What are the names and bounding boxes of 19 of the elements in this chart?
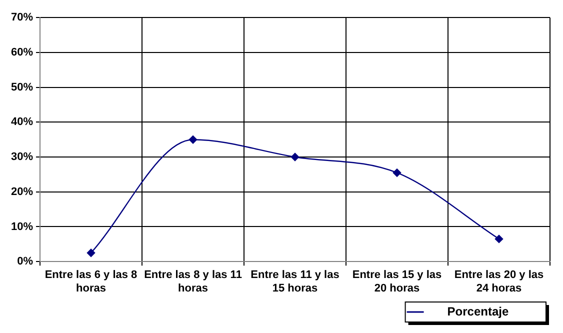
- point: [188, 136, 198, 144]
- x-tick-label: Entre las 15 y las 20 horas: [352, 269, 442, 294]
- x-tick-label: Entre las 8 y las 11 horas: [144, 269, 242, 294]
- y-tick-label: 0%: [17, 256, 34, 268]
- point: [494, 234, 504, 244]
- point: [392, 168, 402, 177]
- y-tick-label: 20%: [10, 186, 34, 198]
- y-tick-label: 40%: [10, 116, 34, 128]
- y-tick-label: 50%: [10, 81, 34, 94]
- y-tick-label: 70%: [10, 12, 34, 24]
- y-tick-label: 30%: [10, 151, 34, 164]
- y-tick-label: 10%: [10, 220, 34, 233]
- point: [86, 248, 96, 257]
- x-tick-label: Entre las 11 y las 15 horas: [250, 269, 340, 294]
- x-tick-label: Entre las 6 y las 8 horas: [44, 269, 138, 294]
- legend-label: Porcentaje: [427, 304, 542, 318]
- point: [290, 152, 300, 162]
- y-tick-label: 60%: [10, 46, 34, 58]
- x-tick-label: Entre las 20 y las 24 horas: [454, 269, 544, 294]
